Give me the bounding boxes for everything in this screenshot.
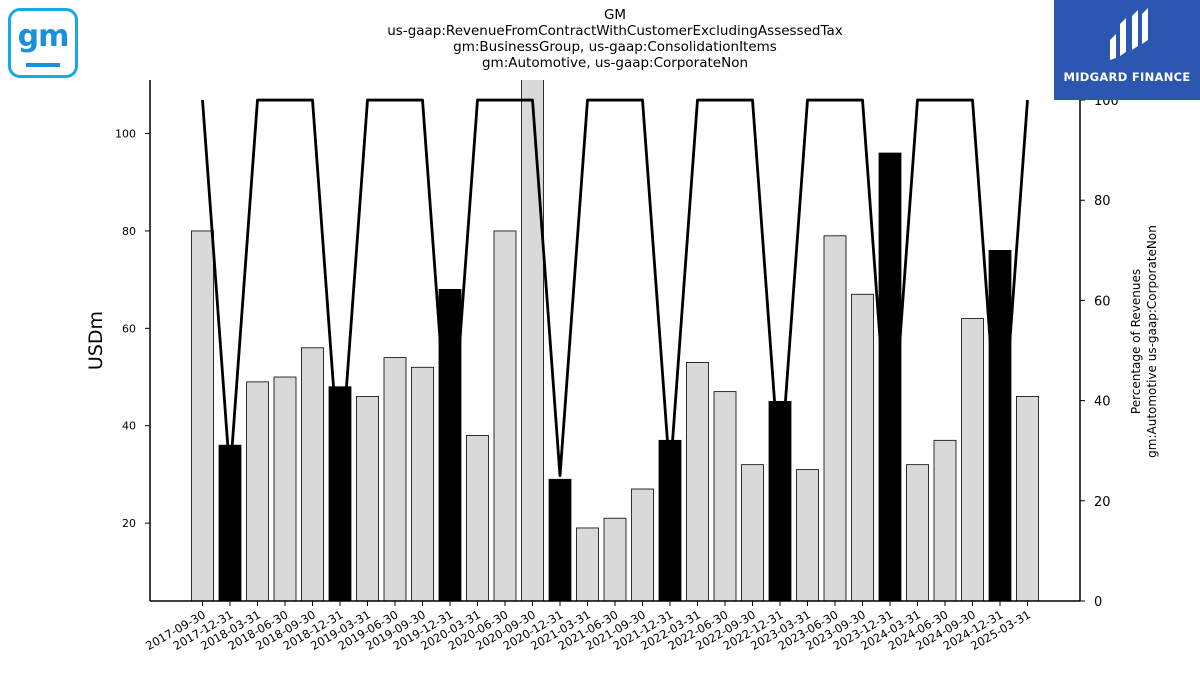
bar <box>933 439 957 601</box>
bar <box>823 235 847 601</box>
brand-name: MIDGARD FINANCE <box>1063 70 1191 84</box>
title-line-2: us-gaap:RevenueFromContractWithCustomerE… <box>387 23 843 39</box>
y-axis-label-left: USDm <box>85 311 107 370</box>
y-tick-label-left: 20 <box>122 517 136 530</box>
gm-logo-mark: gm <box>17 19 70 54</box>
y-tick-label-right: 0 <box>1094 595 1102 610</box>
bar <box>191 230 214 601</box>
midgard-finance-logo: MIDGARD FINANCE <box>1054 0 1200 100</box>
gm-logo-underline <box>26 63 60 67</box>
bar <box>576 527 599 601</box>
bar <box>218 444 242 601</box>
bar <box>548 478 572 601</box>
y-tick-label-left: 40 <box>122 420 136 433</box>
bar <box>383 357 407 601</box>
gm-logo: gm <box>8 8 78 78</box>
bar <box>988 250 1012 601</box>
bar <box>356 396 379 601</box>
bar <box>603 517 627 601</box>
bar <box>906 464 929 601</box>
bar <box>631 488 654 601</box>
midgard-emblem-icon <box>1110 8 1148 60</box>
bar <box>961 318 984 601</box>
bar <box>851 293 874 601</box>
chart-title: GM us-gaap:RevenueFromContractWithCustom… <box>315 7 915 71</box>
bar <box>411 366 434 601</box>
y-tick-label-right: 40 <box>1094 395 1111 410</box>
bar <box>878 152 902 601</box>
title-line-1: GM <box>603 7 627 23</box>
bar <box>246 381 269 601</box>
bar <box>521 80 544 601</box>
bar <box>768 400 792 601</box>
y-tick-label-left: 60 <box>122 322 136 335</box>
bar <box>273 376 297 601</box>
bar <box>713 391 737 601</box>
bar <box>328 386 352 601</box>
y-tick-label-left: 100 <box>115 128 136 141</box>
y-axis-label-right: Percentage of Revenues <box>1129 269 1143 414</box>
y-tick-label-left: 80 <box>122 225 136 238</box>
bar <box>1016 396 1039 601</box>
y-tick-label-right: 80 <box>1094 194 1111 209</box>
bar <box>741 464 764 601</box>
bar <box>493 230 517 601</box>
y-tick-label-right: 60 <box>1094 294 1111 309</box>
plot-area <box>191 80 1039 601</box>
title-line-3: gm:BusinessGroup, us-gaap:ConsolidationI… <box>453 39 777 55</box>
bar <box>438 288 462 601</box>
y-tick-label-right: 20 <box>1094 495 1111 510</box>
bar <box>301 347 324 601</box>
bar <box>686 362 709 601</box>
series-line <box>201 98 1029 478</box>
title-line-4: gm:Automotive, us-gaap:CorporateNon <box>481 55 749 71</box>
y-axis-label-right: gm:Automotive us-gaap:CorporateNon <box>1145 225 1159 458</box>
bar <box>466 435 489 601</box>
bar <box>796 469 819 601</box>
